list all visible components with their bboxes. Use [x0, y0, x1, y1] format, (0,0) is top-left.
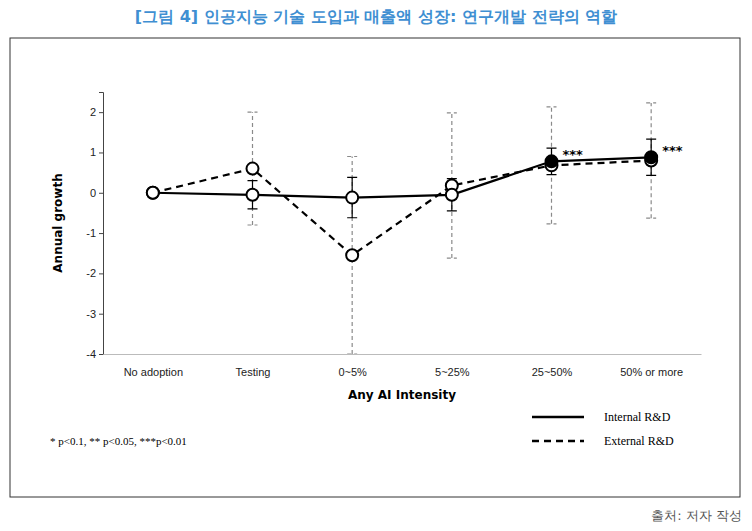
- x-tick-label: 25~50%: [532, 366, 573, 378]
- y-tick-mark: [99, 273, 103, 274]
- y-tick-mark: [99, 354, 103, 355]
- y-tick-mark: [99, 112, 103, 113]
- annotation: ***: [563, 147, 584, 162]
- series-line: [153, 157, 651, 197]
- error-bar: [248, 181, 258, 209]
- chart: [그림 4] 인공지능 기술 도입과 매출액 성장: 연구개발 전략의 역할 -4…: [0, 0, 752, 531]
- note: * p<0.1, ** p<0.05, ***p<0.01: [50, 435, 187, 447]
- legend-label: Internal R&D: [604, 410, 671, 424]
- legend: Internal R&D External R&D: [532, 410, 674, 448]
- y-axis: -4 -3 -2 -1 0 1 2: [86, 93, 103, 361]
- x-tick: 0~5%: [338, 354, 367, 378]
- point: [147, 187, 159, 199]
- point: [346, 192, 358, 204]
- legend-swatch: [532, 416, 584, 419]
- y-tick: -3: [86, 308, 103, 320]
- y-tick: -2: [86, 267, 103, 279]
- x-tick-label: 50% or more: [620, 366, 683, 378]
- x-tick-label: No adoption: [124, 366, 183, 378]
- title: [그림 4] 인공지능 기술 도입과 매출액 성장: 연구개발 전략의 역할: [135, 7, 617, 26]
- y-axis-title: Annual growth: [51, 173, 65, 272]
- y-tick: -4: [86, 348, 103, 360]
- y-tick-label: -4: [86, 348, 96, 360]
- x-tick-label: 0~5%: [338, 366, 367, 378]
- annotation: ***: [662, 143, 683, 158]
- point: [147, 187, 159, 199]
- x-tick-label: 5~25%: [435, 366, 470, 378]
- y-tick-label: 1: [90, 146, 96, 158]
- point: [346, 249, 358, 261]
- point: [247, 163, 259, 175]
- y-axis-line: [99, 93, 104, 355]
- x-tick-label: Testing: [236, 366, 271, 378]
- series-line: [153, 161, 651, 256]
- legend-swatch: [532, 440, 584, 443]
- source: 출처: 저자 작성: [651, 508, 742, 523]
- error-bar: [347, 177, 357, 217]
- error-bar: [447, 113, 457, 258]
- y-tick-mark: [99, 314, 103, 315]
- point: [546, 155, 558, 167]
- y-tick-label: 2: [90, 106, 96, 118]
- x-axis-title: Any AI Intensity: [348, 388, 456, 402]
- y-tick: 2: [90, 106, 103, 118]
- y-tick-label: -2: [86, 267, 96, 279]
- y-tick: 1: [90, 146, 103, 158]
- y-tick-label: 0: [90, 187, 96, 199]
- x-tick: 25~50%: [532, 354, 573, 378]
- plot-marks: [147, 103, 657, 354]
- y-tick-label: -1: [86, 227, 96, 239]
- x-tick: Testing: [236, 354, 271, 378]
- frame: [10, 38, 740, 497]
- x-tick: No adoption: [124, 354, 183, 378]
- point: [446, 189, 458, 201]
- x-axis-line: [104, 354, 702, 355]
- error-bar: [248, 112, 258, 225]
- y-tick: -1: [86, 227, 103, 239]
- point: [247, 189, 259, 201]
- y-tick-label: -3: [86, 308, 96, 320]
- error-bar: [646, 139, 656, 175]
- x-tick: 5~25%: [435, 354, 470, 378]
- error-bar: [547, 148, 557, 175]
- error-bar: [547, 107, 557, 224]
- error-bar: [447, 179, 457, 211]
- legend-label: External R&D: [604, 434, 674, 448]
- y-tick-mark: [99, 193, 103, 194]
- y-tick-mark: [99, 233, 103, 234]
- error-bar: [646, 103, 656, 218]
- point: [645, 151, 657, 163]
- x-axis: No adoption Testing 0~5% 5~25% 25~50% 50% or …: [104, 354, 702, 378]
- y-tick: 0: [90, 187, 103, 199]
- error-bar: [347, 156, 357, 354]
- x-tick: 50% or more: [620, 354, 683, 378]
- y-tick-mark: [99, 152, 103, 153]
